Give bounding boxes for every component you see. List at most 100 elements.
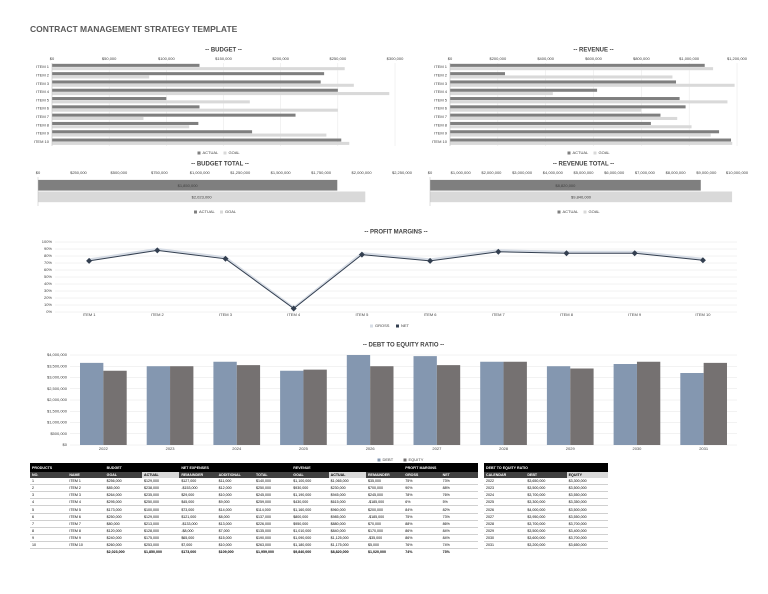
table-cell: $1,010,000 <box>291 527 329 535</box>
x-tick-label: $6,000,000 <box>604 170 625 175</box>
bar <box>450 72 506 76</box>
x-tick-label: ITEM 3 <box>219 312 233 317</box>
bar <box>450 75 673 79</box>
table-row: 2022 $3,650,000 $3,300,000 <box>484 478 608 486</box>
table-title: DEBT TO EQUITY RATIO <box>484 463 608 472</box>
bar <box>280 370 304 445</box>
table-cell: $3,650,000 <box>525 478 567 486</box>
table-row: 2029 $3,500,000 $3,400,000 <box>484 527 608 535</box>
x-tick-label: $1,000,000 <box>190 170 211 175</box>
table-cell: 2030 <box>484 534 526 542</box>
bar <box>480 361 504 445</box>
y-tick-label: $1,500,000 <box>47 408 68 413</box>
x-tick-label: 2031 <box>699 446 709 451</box>
table-cell: $238,000 <box>141 484 180 493</box>
table-cell: $7,000 <box>179 541 217 550</box>
bar <box>450 63 705 67</box>
marker <box>563 250 570 257</box>
table-cell: 2026 <box>484 505 526 514</box>
column-header: GOAL <box>291 472 329 479</box>
bar <box>703 362 727 445</box>
marker <box>290 305 297 312</box>
bar <box>436 365 461 445</box>
bar <box>413 356 437 445</box>
table-cell: $127,000 <box>179 478 217 486</box>
table-cell: $263,000 <box>253 541 292 550</box>
table-cell: $3,300,000 <box>525 498 567 507</box>
marker <box>222 255 229 262</box>
marker <box>699 257 706 264</box>
table-cell: ITEM 5 <box>67 505 105 514</box>
table-cell: 88% <box>440 484 478 493</box>
bar <box>52 88 338 92</box>
x-tick-label: $0 <box>428 170 433 175</box>
table-cell: $1,100,000 <box>291 478 329 486</box>
x-tick-label: $0 <box>50 56 55 61</box>
table-cell: $930,000 <box>291 484 329 493</box>
table-cell: $3,350,000 <box>566 498 608 507</box>
x-tick-label: ITEM 4 <box>287 312 301 317</box>
table-cell: $45,000 <box>179 498 217 507</box>
debt-table: DEBT TO EQUITY RATIO CALENDAR DEBT EQUITY 20… <box>484 463 608 550</box>
table-cell: $945,000 <box>328 491 366 500</box>
bar <box>80 362 104 445</box>
x-tick-label: $200,000 <box>272 56 289 61</box>
y-tick-label: 30% <box>44 288 52 293</box>
bar <box>613 364 637 445</box>
x-tick-label: $500,000 <box>111 170 128 175</box>
x-tick-label: ITEM 5 <box>355 312 369 317</box>
x-tick-label: 2025 <box>299 446 309 451</box>
bar <box>52 80 321 84</box>
page-title: CONTRACT MANAGEMENT STRATEGY TEMPLATE <box>30 24 238 34</box>
table-cell: 2027 <box>484 513 526 521</box>
bar <box>346 355 371 445</box>
table-cell: $35,000 <box>365 478 404 486</box>
table-cell: 10 <box>30 541 68 550</box>
table-cell: $700,000 <box>365 484 404 493</box>
table-cell: 2028 <box>484 520 526 528</box>
bar <box>52 121 199 125</box>
category-label: ITEM 9 <box>36 131 50 136</box>
value-label: $9,840,000 <box>571 194 592 199</box>
table-row: CALENDAR DEBT EQUITY <box>484 472 608 479</box>
bar <box>213 361 237 445</box>
table-cell: 2023 <box>484 484 526 493</box>
table-cell: -$185,000 <box>365 513 404 521</box>
column-header: REMAINDER <box>365 472 404 479</box>
bar <box>450 83 735 87</box>
table-cell: $1,090,000 <box>291 534 329 542</box>
table-cell: $3,400,000 <box>566 527 608 535</box>
x-tick-label: $300,000 <box>387 56 404 61</box>
table-cell: 3 <box>30 491 68 500</box>
table-cell: 84% <box>440 534 478 542</box>
column-header: NET <box>440 472 478 479</box>
total-cell: $173,000 <box>181 550 197 555</box>
category-label: ITEM 6 <box>36 106 50 111</box>
table-row: 2023 $3,500,000 $3,500,000 <box>484 484 608 493</box>
table-cell: $128,000 <box>141 527 180 535</box>
table-cell: ITEM 1 <box>67 478 105 486</box>
table-cell: $9,000 <box>216 498 254 507</box>
table-cell: $615,000 <box>328 498 366 507</box>
y-tick-label: $3,500,000 <box>47 363 68 368</box>
bar <box>52 125 190 129</box>
y-tick-label: 0% <box>46 309 52 314</box>
group-header: REVENUE <box>291 463 404 472</box>
table-cell: -$35,000 <box>365 534 404 542</box>
y-tick-label: $500,000 <box>50 431 67 436</box>
table-cell: $129,000 <box>141 513 180 521</box>
table-cell: $430,000 <box>291 498 329 507</box>
table-cell: $264,000 <box>104 491 142 500</box>
table-cell: $960,000 <box>328 505 366 514</box>
x-tick-label: 2024 <box>232 446 242 451</box>
table-cell: $170,000 <box>365 527 404 535</box>
x-tick-label: $250,000 <box>70 170 87 175</box>
table-cell: $5,000 <box>365 541 404 550</box>
category-label: ITEM 8 <box>434 122 448 127</box>
table-cell: 78% <box>403 491 441 500</box>
table-row: 2 ITEM 2 $85,000 $238,000 -$153,000 $12,000 $2… <box>30 484 478 493</box>
table-cell: $73,000 <box>179 505 217 514</box>
bar <box>450 130 720 134</box>
table-cell: $29,000 <box>179 491 217 500</box>
y-tick-label: $2,500,000 <box>47 386 68 391</box>
